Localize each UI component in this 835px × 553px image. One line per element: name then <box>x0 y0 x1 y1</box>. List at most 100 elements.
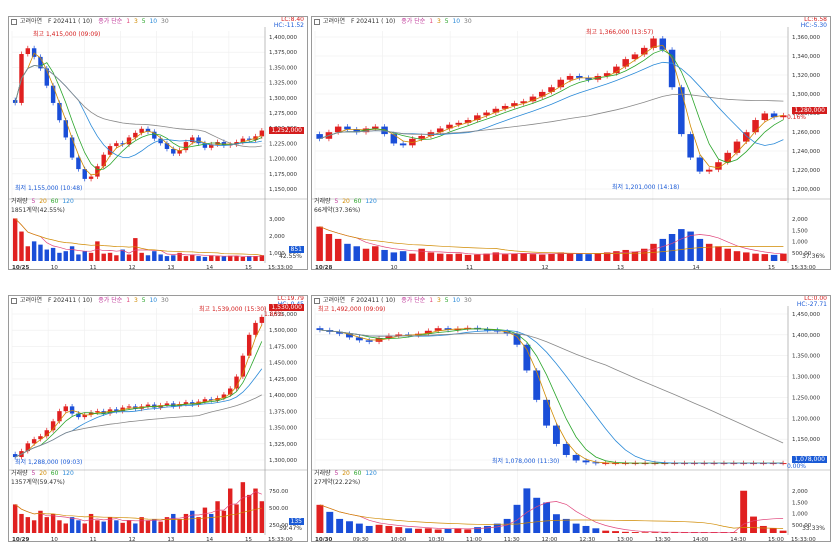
candle-body <box>602 463 610 465</box>
price-chart-3[interactable]: 1,525,000 1,500,000 1,475,000 1,450,000 1,42… <box>9 296 308 542</box>
price-pct: 0.00% <box>786 463 806 470</box>
candle-body <box>631 54 639 60</box>
candle-body <box>409 138 416 146</box>
volume-bar <box>552 514 560 533</box>
volume-bar <box>202 507 208 533</box>
candle-body <box>436 128 444 133</box>
volume-bar <box>640 248 648 261</box>
volume-bar <box>145 520 151 533</box>
y-tick-label: 1,240,000 <box>792 149 820 155</box>
volume-sub: 1851계약(42.55%) <box>11 207 65 214</box>
candle-body <box>82 169 87 179</box>
volume-bar <box>234 504 239 533</box>
vol-ma-line-5 <box>319 501 784 533</box>
chart-panel-1[interactable]: 고려아연 F 202411 ( 10) 종가 단순 1 3 5 10 30 LC… <box>8 16 308 270</box>
candle-body <box>715 162 722 170</box>
chart-type-icon[interactable] <box>314 18 320 25</box>
candle-body <box>743 132 750 142</box>
volume-bar <box>622 249 629 261</box>
volume-bar <box>493 523 501 533</box>
high-annotation: 최고 1,415,000 (09:09) <box>33 31 101 38</box>
volume-bar <box>353 246 360 261</box>
y-tick-label: 1,340,000 <box>792 54 820 60</box>
volume-bar <box>405 528 413 533</box>
volume-bar <box>582 525 590 533</box>
volume-bar <box>474 527 482 533</box>
ma-10: 10 <box>452 18 461 25</box>
price-chart-1[interactable]: 1,400,000 1,375,000 1,350,000 1,325,000 1,30… <box>9 17 308 270</box>
volume-bar <box>38 244 43 261</box>
chart-panel-2[interactable]: 고려아연 F 202411 ( 10) 종가 단순 1 3 5 10 30 LC… <box>311 16 831 270</box>
vol-ma-120: 120 <box>62 470 74 477</box>
candle-body <box>336 331 344 334</box>
volume-bar <box>227 255 233 261</box>
volume-bar <box>326 511 334 533</box>
vol-ma-5: 5 <box>31 470 36 477</box>
vol-ma-5: 5 <box>334 470 339 477</box>
volume-bar <box>454 528 462 533</box>
candle-body <box>69 137 75 158</box>
price-chart-4[interactable]: 1,450,000 1,400,000 1,350,000 1,300,000 1,25… <box>312 296 831 542</box>
volume-bar <box>436 253 444 261</box>
volume-bar <box>95 241 100 261</box>
candle-body <box>511 103 518 106</box>
chart-type-icon[interactable] <box>314 297 320 304</box>
chart-type-icon[interactable] <box>11 18 17 25</box>
volume-bar <box>183 256 189 261</box>
volume-box: 135 <box>288 518 304 525</box>
candle-body <box>246 138 252 140</box>
volume-bar <box>177 252 182 261</box>
candle-body <box>82 414 87 418</box>
ma-5: 5 <box>141 18 146 25</box>
candle-body <box>622 59 629 67</box>
x-tick-label: 13:00 <box>617 537 633 542</box>
candle-body <box>164 143 170 149</box>
vol-ma-line-20 <box>319 504 784 529</box>
candle-body <box>202 143 208 148</box>
volume-bar <box>88 513 94 533</box>
ma-line-3 <box>319 328 784 464</box>
x-tick-label: 15:33:00 <box>791 265 816 270</box>
volume-bar <box>511 253 518 261</box>
vol-y-tick-label: 2,000 <box>792 217 808 223</box>
volume-bar <box>190 254 195 261</box>
vol-ma-5: 5 <box>31 198 36 205</box>
volume-bar <box>385 525 393 533</box>
volume-bar <box>177 519 182 533</box>
y-tick-label: 1,175,000 <box>269 172 297 178</box>
candle-body <box>114 143 119 147</box>
candle-body <box>372 126 379 129</box>
candle-body <box>612 463 620 465</box>
candle-body <box>69 406 75 414</box>
candle-body <box>464 120 472 123</box>
candle-body <box>557 79 565 88</box>
candle-body <box>209 144 214 148</box>
candle-body <box>107 146 113 155</box>
x-tick-label: 14 <box>206 265 213 270</box>
volume-bar <box>724 248 731 261</box>
candle-body <box>770 113 778 118</box>
candle-body <box>710 463 718 465</box>
volume-bar <box>114 520 119 533</box>
chart-panel-4[interactable]: 고려아연 F 202411 ( 10) 종가 단순 1 3 5 10 30 LC… <box>311 295 831 542</box>
candle-body <box>761 113 769 121</box>
volume-bar <box>171 255 176 261</box>
ma-line-3 <box>15 324 263 458</box>
x-tick-label: 15:33:00 <box>268 537 293 542</box>
price-box: 1,078,000 <box>792 456 827 463</box>
volume-bar <box>69 246 75 261</box>
ma-line-3 <box>319 44 784 169</box>
candle-body <box>395 334 403 336</box>
volume-pct: 42.55% <box>279 253 302 260</box>
candle-body <box>355 337 363 341</box>
x-tick-label: 14 <box>206 537 213 542</box>
volume-bar <box>769 528 777 533</box>
chart-panel-3[interactable]: 고려아연 F 202411 ( 10) 종가 단순 1 3 5 10 30 LC… <box>8 295 308 542</box>
vol-ma-120: 120 <box>62 198 74 205</box>
volume-bar <box>444 528 452 533</box>
chart-type-icon[interactable] <box>11 297 17 304</box>
price-chart-2[interactable]: 1,360,000 1,340,000 1,320,000 1,300,000 1,28… <box>312 17 831 270</box>
vol-y-tick-label: 750.00 <box>269 489 289 495</box>
vol-ma-line-20 <box>14 504 262 520</box>
ma-label: 종가 단순 <box>401 18 426 25</box>
